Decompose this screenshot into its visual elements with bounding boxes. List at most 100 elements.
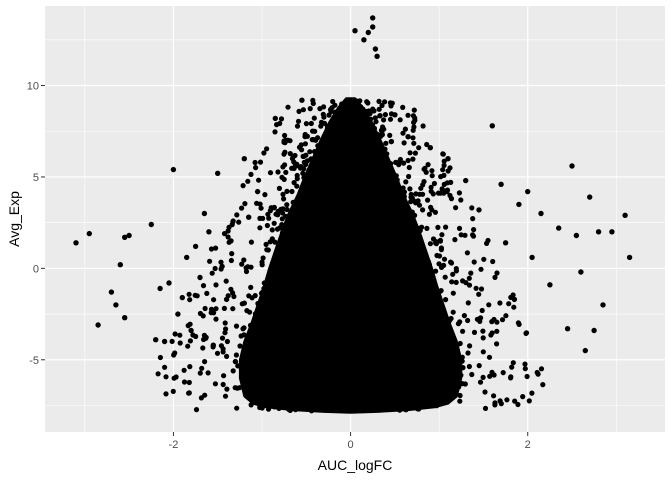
fringe-point: [218, 343, 224, 349]
fringe-point: [241, 325, 247, 331]
data-point: [184, 254, 190, 261]
fringe-point: [171, 375, 177, 381]
fringe-point: [200, 283, 207, 289]
fringe-point: [293, 208, 299, 214]
fringe-point: [442, 389, 448, 395]
fringe-point: [257, 404, 263, 411]
fringe-point: [446, 318, 452, 324]
fringe-point: [290, 199, 296, 205]
fringe-point: [302, 131, 308, 138]
fringe-point: [406, 206, 412, 212]
fringe-point: [529, 390, 535, 396]
fringe-point: [376, 106, 382, 112]
fringe-point: [516, 321, 522, 327]
fringe-point: [458, 197, 464, 203]
fringe-point: [157, 354, 163, 361]
data-point: [511, 296, 518, 303]
fringe-point: [412, 212, 418, 218]
fringe-point: [245, 376, 251, 382]
fringe-point: [280, 191, 286, 197]
fringe-point: [470, 232, 476, 238]
fringe-point: [411, 107, 417, 113]
fringe-point: [436, 322, 442, 328]
fringe-point: [407, 186, 413, 192]
fringe-point: [456, 190, 462, 196]
fringe-point: [510, 360, 516, 366]
fringe-point: [401, 140, 407, 146]
fringe-point: [291, 159, 297, 165]
fringe-point: [534, 369, 540, 376]
data-point: [95, 322, 101, 328]
fringe-point: [466, 282, 473, 288]
data-point: [622, 212, 628, 218]
fringe-point: [452, 237, 458, 243]
fringe-point: [484, 240, 490, 246]
fringe-point: [260, 255, 266, 261]
fringe-point: [500, 370, 506, 376]
fringe-point: [449, 279, 455, 285]
data-point: [299, 97, 305, 103]
fringe-point: [237, 343, 243, 349]
data-point: [445, 156, 451, 162]
fringe-point: [230, 368, 236, 374]
fringe-point: [240, 376, 246, 382]
fringe-point: [264, 146, 270, 152]
fringe-point: [370, 130, 376, 136]
y-tick-label: 5: [33, 172, 39, 184]
data-point: [626, 254, 633, 261]
fringe-point: [486, 302, 492, 308]
fringe-point: [540, 382, 546, 388]
fringe-point: [492, 274, 498, 280]
fringe-point: [211, 297, 217, 303]
y-axis-ticks: -5 0 5 10: [27, 81, 45, 367]
fringe-point: [366, 120, 372, 127]
fringe-point: [494, 328, 500, 334]
fringe-point: [414, 239, 420, 245]
fringe-point: [427, 301, 433, 307]
fringe-point: [444, 188, 450, 194]
fringe-point: [410, 218, 416, 224]
fringe-point: [218, 259, 224, 265]
fringe-point: [462, 232, 468, 238]
fringe-point: [413, 191, 419, 197]
fringe-point: [257, 329, 263, 335]
fringe-point: [291, 165, 297, 171]
fringe-point: [445, 380, 451, 387]
fringe-point: [425, 197, 431, 203]
fringe-point: [294, 123, 301, 129]
fringe-point: [268, 292, 274, 298]
fringe-point: [177, 332, 183, 338]
data-point: [126, 232, 132, 239]
fringe-point: [457, 340, 463, 347]
fringe-point: [439, 186, 445, 192]
fringe-point: [405, 112, 411, 118]
fringe-point: [387, 116, 394, 122]
fringe-point: [394, 190, 400, 197]
fringe-point: [274, 226, 281, 232]
fringe-point: [515, 401, 521, 408]
data-point: [206, 229, 212, 235]
fringe-point: [300, 170, 306, 176]
data-point: [578, 269, 584, 275]
fringe-point: [423, 403, 430, 409]
fringe-point: [394, 185, 400, 191]
fringe-point: [443, 224, 449, 230]
fringe-point: [261, 150, 267, 156]
fringe-point: [470, 216, 476, 222]
fringe-point: [287, 138, 293, 144]
fringe-point: [423, 169, 429, 175]
data-point: [372, 46, 379, 52]
fringe-point: [408, 191, 414, 198]
fringe-point: [522, 366, 528, 372]
fringe-point: [260, 215, 266, 221]
fringe-point: [480, 335, 486, 341]
data-point: [498, 181, 504, 187]
data-point: [210, 342, 216, 348]
fringe-point: [300, 198, 306, 204]
fringe-point: [263, 290, 269, 296]
fringe-point: [421, 179, 427, 185]
fringe-point: [458, 232, 464, 238]
fringe-point: [290, 154, 296, 160]
data-point: [525, 188, 531, 195]
fringe-point: [433, 268, 439, 274]
